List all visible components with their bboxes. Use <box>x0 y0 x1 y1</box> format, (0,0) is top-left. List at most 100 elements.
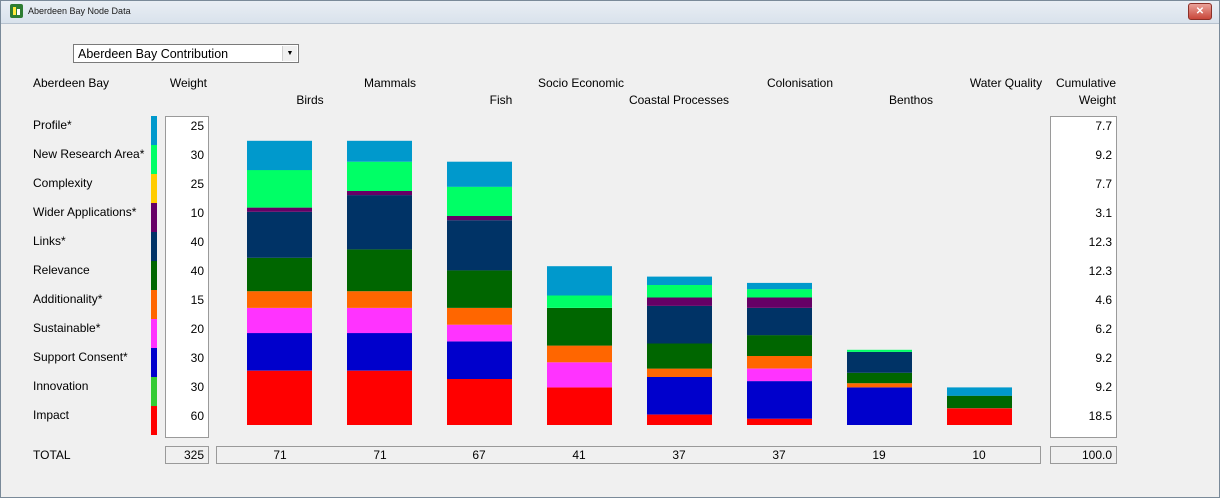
bar-segment-benthos-links <box>847 351 912 373</box>
weight-column: 25 30 25 10 40 40 15 20 30 30 60 <box>165 116 209 438</box>
weight-value-innovation[interactable]: 30 <box>190 380 204 394</box>
total-cumulative: 100.0 <box>1050 446 1117 464</box>
column-header-coastal-processes: Coastal Processes <box>628 93 730 107</box>
weight-value-support-consent[interactable]: 30 <box>190 351 204 365</box>
bar-segment-mammals-relevance <box>347 249 412 292</box>
swatch-support-consent <box>151 348 157 377</box>
bar-segment-birds-support-consent <box>247 333 312 371</box>
column-header-mammals: Mammals <box>363 76 416 90</box>
bar-segment-mammals-profile <box>347 140 412 162</box>
swatch-innovation <box>151 377 157 406</box>
app-icon <box>10 4 23 18</box>
weight-value-additionality[interactable]: 15 <box>190 293 204 307</box>
row-label-additionality: Additionality* <box>33 292 103 306</box>
weight-value-profile[interactable]: 25 <box>190 119 204 133</box>
chevron-down-icon[interactable]: ▼ <box>282 46 297 61</box>
column-total-socio-economic: 41 <box>572 448 586 462</box>
weight-value-relevance[interactable]: 40 <box>190 264 204 278</box>
cumulative-value-support-consent: 9.2 <box>1095 351 1112 365</box>
row-label-innovation: Innovation <box>33 379 89 393</box>
bar-segment-coastal-processes-impact <box>647 414 712 425</box>
column-total-fish: 67 <box>472 448 486 462</box>
column-total-mammals: 71 <box>373 448 387 462</box>
weight-value-complexity[interactable]: 25 <box>190 177 204 191</box>
bar-segment-benthos-additionality <box>847 383 912 388</box>
column-total-birds: 71 <box>273 448 287 462</box>
cumulative-header-line2: Weight <box>1078 93 1116 107</box>
bar-segment-mammals-impact <box>347 370 412 425</box>
cumulative-value-new-research-area: 9.2 <box>1095 148 1112 162</box>
bar-segment-mammals-wider-applications <box>347 190 412 196</box>
bar-segment-socio-economic-relevance <box>547 308 612 346</box>
title-bar: Aberdeen Bay Node Data ✕ <box>1 1 1219 24</box>
cumulative-value-sustainable: 6.2 <box>1095 322 1112 336</box>
weight-value-sustainable[interactable]: 20 <box>190 322 204 336</box>
weight-value-links[interactable]: 40 <box>190 235 204 249</box>
bar-segment-fish-sustainable <box>447 324 512 342</box>
bar-segment-colonisation-relevance <box>747 335 812 356</box>
row-label-impact: Impact <box>33 408 70 422</box>
bar-segment-fish-wider-applications <box>447 216 512 221</box>
view-select[interactable]: Aberdeen Bay Contribution ▼ <box>73 44 299 63</box>
bar-segment-birds-sustainable <box>247 308 312 334</box>
bar-segment-mammals-sustainable <box>347 308 412 334</box>
bar-segment-colonisation-new-research-area <box>747 289 812 298</box>
swatch-sustainable <box>151 319 157 348</box>
bar-segment-birds-relevance <box>247 257 312 292</box>
view-select-value: Aberdeen Bay Contribution <box>78 47 229 61</box>
bar-segment-benthos-relevance <box>847 372 912 384</box>
bar-segment-coastal-processes-new-research-area <box>647 285 712 298</box>
bar-segment-colonisation-profile <box>747 282 812 290</box>
weight-header: Weight <box>169 76 207 90</box>
bar-segment-fish-impact <box>447 379 512 425</box>
bar-segment-mammals-support-consent <box>347 333 412 371</box>
row-label-links: Links* <box>33 234 66 248</box>
window-title: Aberdeen Bay Node Data <box>28 6 131 16</box>
column-totals-row: 71 71 67 41 37 37 19 10 <box>216 446 1041 464</box>
column-header-fish: Fish <box>489 93 513 107</box>
column-header-colonisation: Colonisation <box>766 76 834 90</box>
bar-segment-benthos-support-consent <box>847 387 912 425</box>
cumulative-value-innovation: 9.2 <box>1095 380 1112 394</box>
bar-segment-fish-support-consent <box>447 341 512 379</box>
swatch-new-research-area <box>151 145 157 174</box>
bar-segment-water-quality-relevance <box>947 395 1012 409</box>
bar-segment-fish-links <box>447 220 512 271</box>
cumulative-value-relevance: 12.3 <box>1088 264 1112 278</box>
weight-value-wider-applications[interactable]: 10 <box>190 206 204 220</box>
weight-value-impact[interactable]: 60 <box>190 409 204 423</box>
swatch-profile <box>151 116 157 145</box>
bar-segment-coastal-processes-additionality <box>647 368 712 377</box>
cumulative-column: 7.7 9.2 7.7 3.1 12.3 12.3 4.6 6.2 9.2 9.… <box>1050 116 1117 438</box>
cumulative-header-line1: Cumulative <box>1055 76 1116 90</box>
row-label-new-research-area: New Research Area* <box>33 147 145 161</box>
bar-segment-coastal-processes-relevance <box>647 343 712 369</box>
bar-segment-colonisation-links <box>747 308 812 336</box>
bar-segment-coastal-processes-links <box>647 305 712 344</box>
bar-segment-colonisation-support-consent <box>747 381 812 419</box>
cumulative-value-additionality: 4.6 <box>1095 293 1112 307</box>
bar-segment-birds-wider-applications <box>247 207 312 212</box>
column-header-benthos: Benthos <box>888 93 934 107</box>
column-header-water-quality: Water Quality <box>969 76 1043 90</box>
bar-segment-fish-profile <box>447 161 512 187</box>
cumulative-value-profile: 7.7 <box>1095 119 1112 133</box>
bar-segment-mammals-links <box>347 195 412 250</box>
cumulative-value-wider-applications: 3.1 <box>1095 206 1112 220</box>
bar-segment-fish-relevance <box>447 270 512 308</box>
close-button[interactable]: ✕ <box>1188 3 1212 20</box>
bar-segment-mammals-additionality <box>347 291 412 308</box>
cumulative-value-impact: 18.5 <box>1088 409 1112 423</box>
swatch-complexity <box>151 174 157 203</box>
swatch-wider-applications <box>151 203 157 232</box>
cumulative-value-complexity: 7.7 <box>1095 177 1112 191</box>
column-total-water-quality: 10 <box>972 448 986 462</box>
weight-value-new-research-area[interactable]: 30 <box>190 148 204 162</box>
bar-segment-colonisation-sustainable <box>747 368 812 382</box>
cumulative-value-links: 12.3 <box>1088 235 1112 249</box>
bar-segment-birds-additionality <box>247 291 312 308</box>
bar-segment-water-quality-impact <box>947 408 1012 425</box>
total-weight: 325 <box>165 446 209 464</box>
bar-segment-socio-economic-additionality <box>547 345 612 363</box>
